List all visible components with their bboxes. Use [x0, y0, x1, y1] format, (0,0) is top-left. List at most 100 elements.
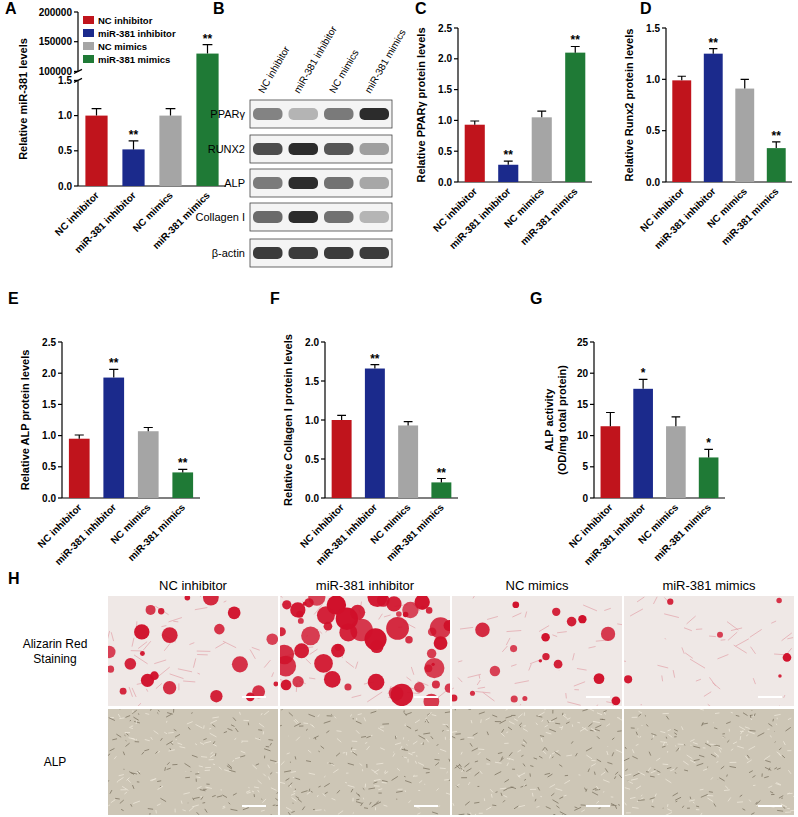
texture — [487, 732, 488, 735]
texture — [157, 780, 161, 782]
texture — [711, 754, 716, 757]
texture — [393, 751, 394, 753]
texture — [321, 746, 324, 749]
stain-spot — [185, 596, 191, 601]
texture — [288, 736, 289, 737]
texture — [559, 727, 562, 728]
texture — [550, 784, 555, 787]
stain-spot — [162, 627, 178, 643]
texture — [588, 723, 592, 726]
texture — [486, 763, 490, 764]
texture — [546, 807, 551, 809]
texture — [462, 769, 464, 773]
x-tick-label: miR-381 inhibitor — [314, 502, 380, 568]
texture — [382, 723, 389, 724]
texture — [119, 775, 124, 776]
stain-spot — [203, 596, 219, 605]
significance: * — [706, 436, 711, 450]
image-background — [108, 596, 278, 706]
texture — [435, 762, 439, 765]
texture — [597, 759, 601, 761]
error-bar — [537, 111, 546, 117]
texture — [286, 778, 290, 780]
texture — [405, 723, 406, 724]
texture — [574, 807, 581, 810]
texture — [521, 785, 527, 787]
texture — [212, 795, 216, 796]
texture — [563, 715, 568, 719]
texture — [752, 776, 755, 778]
texture — [368, 788, 375, 789]
texture — [714, 745, 720, 746]
texture — [707, 740, 709, 742]
texture — [458, 661, 462, 662]
row-label: ALP — [224, 177, 245, 189]
texture — [291, 793, 295, 795]
texture — [498, 753, 502, 754]
error-bar — [109, 369, 118, 377]
texture — [415, 761, 416, 764]
error-bar — [337, 415, 346, 420]
texture — [700, 813, 702, 815]
texture — [751, 813, 754, 815]
texture — [173, 621, 178, 623]
texture — [632, 807, 639, 809]
texture — [352, 752, 357, 756]
micrograph — [280, 596, 450, 706]
stain-spot — [624, 675, 632, 683]
row-label: Alizarin Red — [23, 637, 88, 651]
bar — [735, 89, 754, 182]
error-bar — [470, 121, 479, 125]
texture — [174, 729, 177, 730]
bar — [532, 117, 552, 182]
texture — [666, 737, 668, 739]
texture — [594, 772, 596, 775]
bar-panel: G0510152025ALP activity(OD/mg total prot… — [530, 290, 725, 567]
y-tick-label: 1.5 — [646, 23, 660, 34]
texture — [595, 729, 600, 731]
y-tick — [321, 497, 325, 498]
texture — [582, 727, 588, 731]
texture — [116, 734, 121, 737]
y-tick-label: 10 — [577, 430, 589, 441]
texture — [132, 710, 136, 713]
texture — [408, 740, 410, 741]
y-tick-label: 2.0 — [305, 337, 319, 348]
stain-spot — [108, 646, 116, 658]
texture — [123, 752, 124, 756]
texture — [315, 809, 321, 811]
texture — [747, 760, 752, 763]
texture — [254, 786, 259, 788]
texture — [301, 791, 307, 793]
texture — [788, 793, 793, 794]
texture — [356, 793, 360, 797]
texture — [442, 724, 447, 726]
blot-band — [324, 108, 354, 120]
texture — [356, 730, 359, 733]
texture — [309, 773, 315, 774]
texture — [625, 747, 626, 749]
texture — [419, 780, 422, 782]
scale-bar — [414, 805, 438, 807]
texture — [687, 808, 690, 809]
texture — [657, 665, 668, 668]
texture — [404, 724, 406, 726]
texture — [407, 726, 412, 729]
texture — [248, 722, 249, 725]
texture — [515, 681, 529, 684]
texture — [437, 744, 439, 746]
texture — [502, 729, 504, 732]
micrograph — [624, 596, 794, 706]
texture — [675, 767, 677, 769]
row-label: ALP — [44, 755, 67, 769]
texture — [564, 780, 570, 783]
error-bar — [678, 76, 686, 80]
stain-spot — [511, 695, 518, 702]
texture — [138, 713, 139, 714]
y-tick-label: 0.5 — [305, 454, 319, 465]
x-tick-label: miR-381 mimics — [719, 185, 781, 247]
stain-spot — [567, 617, 577, 627]
texture — [573, 653, 575, 660]
texture — [351, 789, 353, 792]
texture — [243, 720, 249, 721]
